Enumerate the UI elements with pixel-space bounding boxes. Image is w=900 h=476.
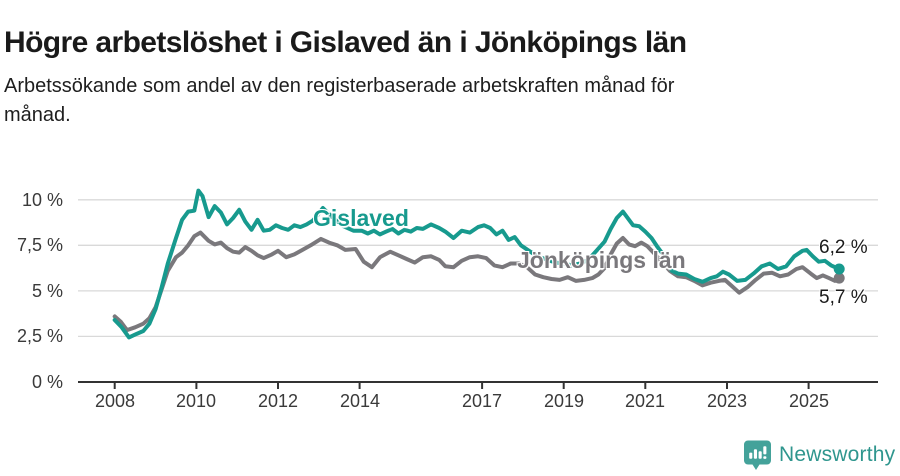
end-dot-j-nk-pings-l-n	[833, 272, 845, 284]
end-value-label-gislaved: 6,2 %	[819, 237, 868, 258]
end-value-label-jonkopings-lan: 5,7 %	[819, 287, 868, 308]
y-tick-label-0: 0 %	[31, 372, 63, 392]
page-title: Högre arbetslöshet i Gislaved än i Jönkö…	[4, 26, 687, 60]
line-j-nk-pings-l-n	[112, 230, 842, 333]
y-tick-label-5: 5 %	[31, 281, 63, 301]
y-tick-label-7.5: 7,5 %	[16, 235, 63, 255]
y-tick-label-2.5: 2,5 %	[16, 326, 63, 346]
series-label-jonkopings-lan: Jönköpings län	[517, 247, 686, 273]
newsworthy-bar-chart-bubble-icon	[743, 440, 772, 471]
end-dot-gislaved	[833, 263, 845, 275]
y-tick-label-10: 10 %	[21, 190, 63, 210]
line-gislaved	[112, 188, 842, 340]
x-tick-label-2021: 2021	[624, 391, 666, 411]
x-tick-label-2019: 2019	[543, 391, 585, 411]
newsworthy-logo-text: Newsworthy	[779, 443, 896, 466]
x-tick-label-2008: 2008	[94, 391, 136, 411]
chart-subtitle-line1: Arbetssökande som andel av den registerb…	[4, 75, 675, 97]
x-tick-label-2017: 2017	[461, 391, 503, 411]
series-label-gislaved: Gislaved	[313, 205, 409, 231]
chart-subtitle: Arbetssökande som andel av den registerb…	[4, 72, 844, 130]
x-tick-label-2025: 2025	[788, 391, 830, 411]
x-tick-label-2010: 2010	[175, 391, 217, 411]
chart-subtitle-line2: månad.	[4, 104, 71, 126]
newsworthy-logo[interactable]: Newsworthy	[743, 439, 895, 471]
x-tick-label-2023: 2023	[706, 391, 748, 411]
x-tick-label-2012: 2012	[257, 391, 299, 411]
x-tick-label-2014: 2014	[339, 391, 381, 411]
